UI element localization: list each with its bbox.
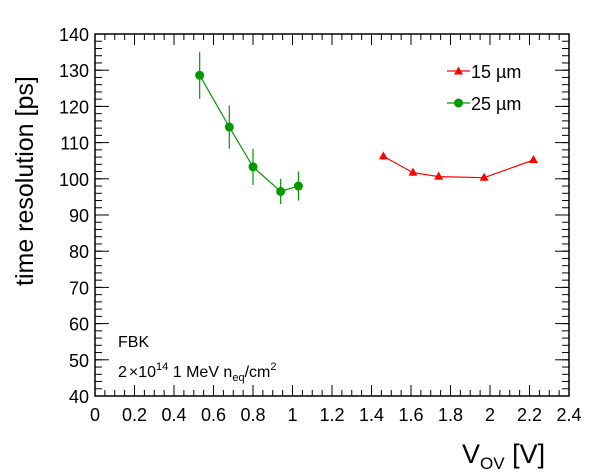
data-point xyxy=(248,162,258,172)
y-tick-label: 120 xyxy=(59,97,89,117)
y-tick-label: 90 xyxy=(69,206,89,226)
series-layer xyxy=(195,51,538,205)
legend: 15 µm 25 µm xyxy=(447,62,521,114)
y-tick-label: 40 xyxy=(69,387,89,407)
x-tick-label: 1 xyxy=(287,405,297,425)
x-tick-label: 2.2 xyxy=(517,405,542,425)
y-tick-label: 60 xyxy=(69,315,89,335)
y-tick-label: 70 xyxy=(69,278,89,298)
data-point xyxy=(378,151,388,160)
fluence-times: × xyxy=(129,364,138,381)
y-tick-label: 140 xyxy=(59,25,89,45)
x-axis-label-tail: [V] xyxy=(505,439,546,469)
data-point xyxy=(528,154,538,163)
y-axis-label: time resolution [ps] xyxy=(11,76,39,286)
x-tick-label: 1.8 xyxy=(438,405,463,425)
x-tick-label: 0.4 xyxy=(161,405,186,425)
data-point xyxy=(408,167,418,176)
y-tick-label: 110 xyxy=(60,134,89,154)
x-tick-label: 1.4 xyxy=(359,405,384,425)
data-point xyxy=(195,70,205,80)
x-tick-label: 2 xyxy=(485,405,495,425)
fluence-exponent: 14 xyxy=(156,361,168,373)
data-point xyxy=(434,171,444,180)
annotation-fbk: FBK xyxy=(118,334,149,351)
fluence-unit-subscript: eq xyxy=(232,372,244,384)
fluence-coefficient: 2 xyxy=(118,364,127,381)
legend-marker-15um xyxy=(454,66,463,75)
x-axis-label: VOV [V] xyxy=(462,439,545,472)
data-point xyxy=(479,172,489,181)
fluence-unit: 1 MeV n xyxy=(168,364,232,381)
fluence-base: 10 xyxy=(138,364,156,381)
annotation-fluence: 2 ×1014 1 MeV neq/cm2 xyxy=(118,361,276,384)
legend-marker-25um xyxy=(454,98,463,108)
fluence-area: /cm xyxy=(245,364,271,381)
fluence-area-exponent: 2 xyxy=(270,361,276,373)
y-tick-label: 130 xyxy=(59,61,89,81)
data-point xyxy=(276,186,286,196)
data-point xyxy=(293,181,303,191)
axis-ticks: 0 0.2 0.4 0.6 0.8 1 1.2 1.4 1.6 1.8 2 2.2 2.4 40 50 60 7… xyxy=(59,25,582,425)
y-tick-label: 50 xyxy=(69,351,89,371)
x-tick-label: 0.8 xyxy=(240,405,265,425)
legend-label-15um: 15 µm xyxy=(471,62,521,82)
x-tick-label: 0.2 xyxy=(122,405,147,425)
x-axis-label-sub: OV xyxy=(480,454,505,472)
x-tick-label: 0.6 xyxy=(201,405,226,425)
y-tick-label: 100 xyxy=(59,170,89,190)
x-tick-label: 0 xyxy=(90,405,100,425)
data-point xyxy=(224,122,234,132)
x-tick-label: 2.4 xyxy=(556,405,581,425)
x-tick-label: 1.2 xyxy=(319,405,344,425)
legend-label-25um: 25 µm xyxy=(471,94,521,114)
y-tick-label: 80 xyxy=(69,242,89,262)
x-axis-label-main: V xyxy=(462,439,480,469)
x-tick-label: 1.6 xyxy=(398,405,423,425)
